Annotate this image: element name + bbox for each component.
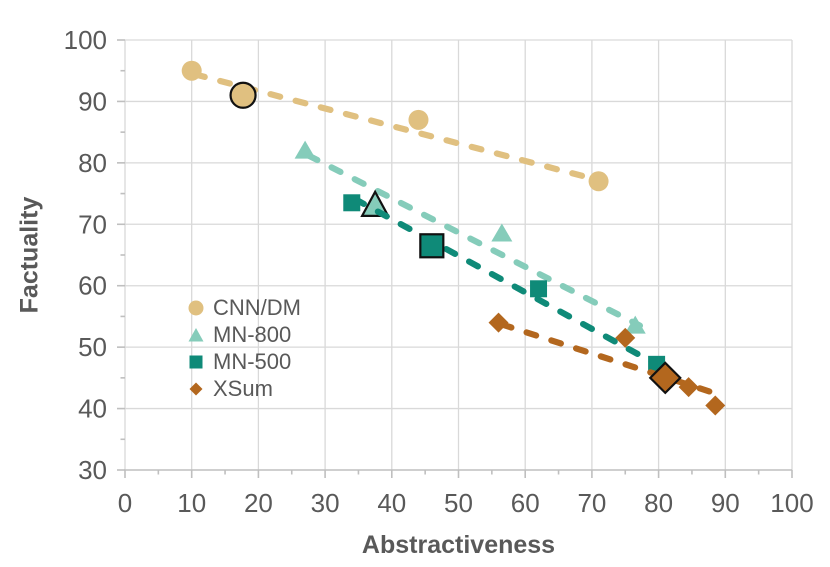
- point-xsum: [678, 377, 699, 398]
- point-mn-500: [343, 194, 361, 212]
- y-tick-label: 100: [64, 25, 107, 55]
- point-cnn-dm: [588, 171, 609, 192]
- legend-item-mn-800: MN-800: [186, 321, 301, 348]
- trendline-mn-500: [352, 196, 664, 370]
- y-tick-label: 70: [78, 209, 107, 239]
- legend-label-mn-500: MN-500: [213, 348, 292, 374]
- y-axis-title: Factuality: [15, 196, 44, 314]
- x-tick-label: 80: [644, 488, 673, 518]
- point-cnn-dm: [229, 81, 257, 109]
- legend-item-cnn-dm: CNN/DM: [186, 294, 301, 321]
- x-tick-label: 0: [118, 488, 132, 518]
- legend-label-mn-800: MN-800: [213, 321, 292, 347]
- legend: CNN/DM MN-800 MN-500 XSum: [186, 294, 301, 402]
- trendline-cnn-dm: [191, 71, 604, 184]
- point-cnn-dm: [181, 60, 202, 81]
- x-tick-label: 70: [577, 488, 606, 518]
- legend-marker-square-icon: [189, 355, 203, 368]
- point-cnn-dm: [408, 109, 429, 130]
- point-xsum: [705, 395, 726, 416]
- y-tick-label: 50: [78, 332, 107, 362]
- point-mn-800: [294, 140, 316, 159]
- legend-item-mn-500: MN-500: [186, 348, 301, 375]
- x-tick-label: 50: [444, 488, 473, 518]
- x-tick-label: 20: [244, 488, 273, 518]
- y-tick-label: 40: [78, 394, 107, 424]
- x-axis-title: Abstractiveness: [361, 531, 556, 559]
- point-xsum: [648, 361, 682, 395]
- point-mn-500: [419, 233, 445, 259]
- legend-marker-triangle-icon: [188, 327, 204, 341]
- legend-item-xsum: XSum: [186, 375, 301, 402]
- legend-marker-circle-icon: [188, 300, 204, 315]
- point-xsum: [488, 312, 509, 333]
- legend-label-cnn-dm: CNN/DM: [213, 294, 301, 320]
- point-mn-800: [624, 315, 646, 334]
- y-tick-label: 30: [78, 455, 107, 485]
- point-mn-500: [530, 280, 548, 298]
- point-xsum: [615, 327, 636, 348]
- x-tick-label: 100: [770, 488, 813, 518]
- point-mn-800: [491, 223, 513, 242]
- x-tick-label: 40: [377, 488, 406, 518]
- point-mn-800: [360, 189, 390, 217]
- x-tick-label: 30: [311, 488, 340, 518]
- x-tick-label: 60: [511, 488, 540, 518]
- trendline-xsum: [498, 321, 722, 398]
- legend-marker-diamond-icon: [189, 382, 203, 395]
- y-tick-label: 60: [78, 271, 107, 301]
- legend-label-xsum: XSum: [213, 375, 273, 401]
- x-tick-label: 90: [711, 488, 740, 518]
- y-tick-label: 90: [78, 86, 107, 116]
- x-tick-label: 10: [177, 488, 206, 518]
- trendline-mn-800: [305, 152, 644, 329]
- y-tick-label: 80: [78, 148, 107, 178]
